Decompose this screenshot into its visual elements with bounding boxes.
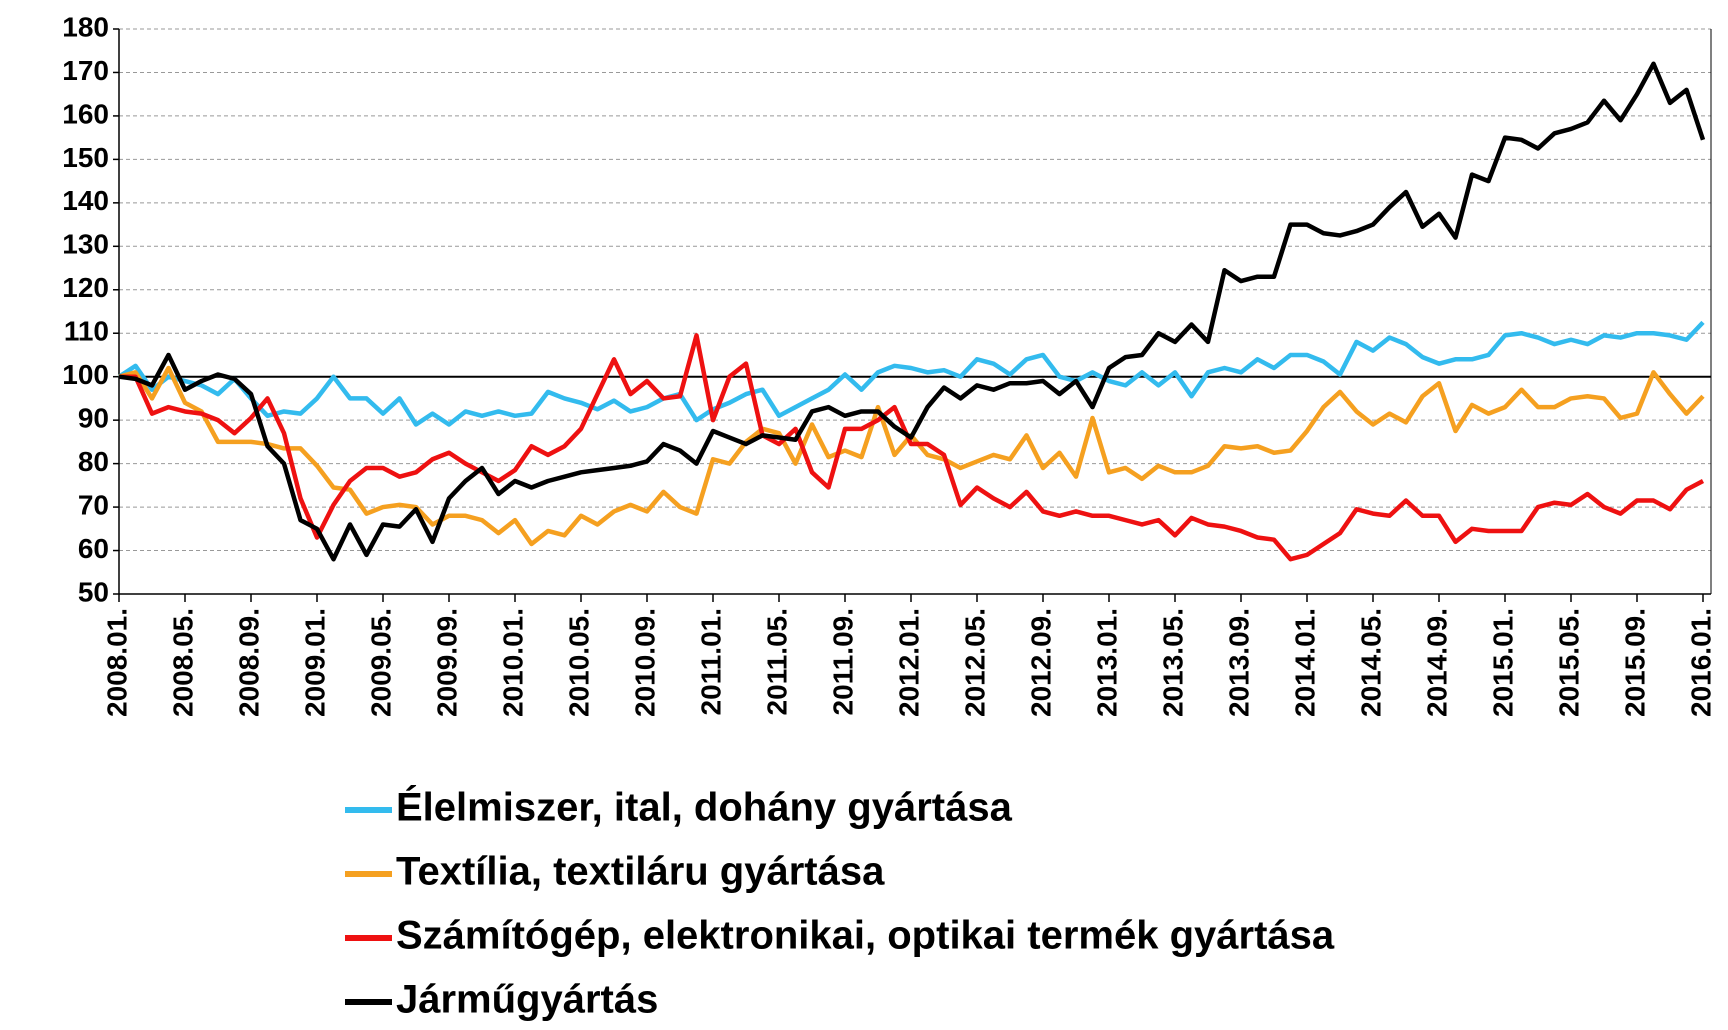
x-tick-label: 2009.05.: [365, 608, 396, 717]
series-line: [119, 333, 1705, 562]
legend-label: Textília, textiláru gyártása: [396, 850, 885, 894]
y-tick-label: 160: [62, 98, 109, 129]
legend-label: Járműgyártás: [396, 978, 658, 1022]
y-tick-label: 180: [62, 11, 109, 42]
x-tick-label: 2008.01.: [101, 608, 132, 717]
x-tick-label: 2010.05.: [563, 608, 594, 717]
y-tick-label: 50: [78, 576, 109, 607]
y-tick-label: 120: [62, 272, 109, 303]
y-tick-label: 140: [62, 185, 109, 216]
y-tick-label: 90: [78, 403, 109, 434]
y-tick-label: 70: [78, 489, 109, 520]
x-tick-label: 2009.01.: [299, 608, 330, 717]
x-tick-label: 2013.09.: [1223, 608, 1254, 717]
x-tick-label: 2009.09.: [431, 608, 462, 717]
series-line: [118, 61, 1706, 562]
x-tick-label: 2015.05.: [1553, 608, 1584, 717]
x-tick-label: 2012.01.: [893, 608, 924, 717]
x-tick-label: 2016.01.: [1685, 608, 1716, 717]
x-tick-label: 2014.01.: [1289, 608, 1320, 717]
x-tick-label: 2015.09.: [1619, 608, 1650, 717]
x-tick-label: 2011.05.: [761, 608, 792, 715]
y-tick-label: 110: [64, 316, 109, 347]
x-tick-label: 2015.01.: [1487, 608, 1518, 717]
x-tick-label: 2013.05.: [1157, 608, 1188, 717]
x-tick-label: 2013.01.: [1091, 608, 1122, 717]
x-tick-label: 2010.01.: [497, 608, 528, 717]
y-tick-label: 80: [78, 446, 109, 477]
y-tick-label: 100: [62, 359, 109, 390]
y-tick-label: 150: [62, 142, 109, 173]
y-tick-label: 170: [62, 55, 109, 86]
legend-label: Élelmiszer, ital, dohány gyártása: [396, 785, 1013, 830]
x-tick-label: 2010.09.: [629, 608, 660, 717]
x-tick-label: 2008.05.: [167, 608, 198, 717]
series-line: [118, 365, 1705, 547]
y-tick-label: 130: [62, 229, 109, 260]
x-tick-label: 2012.05.: [959, 608, 990, 717]
x-tick-label: 2011.01.: [695, 608, 726, 715]
legend-label: Számítógép, elektronikai, optikai termék…: [396, 914, 1335, 958]
x-tick-label: 2008.09.: [233, 608, 264, 717]
x-tick-label: 2014.09.: [1421, 608, 1452, 717]
y-tick-label: 60: [78, 533, 109, 564]
series-line: [117, 320, 1705, 427]
x-tick-label: 2012.09.: [1025, 608, 1056, 717]
x-tick-label: 2014.05.: [1355, 608, 1386, 717]
x-tick-label: 2011.09.: [827, 608, 858, 715]
